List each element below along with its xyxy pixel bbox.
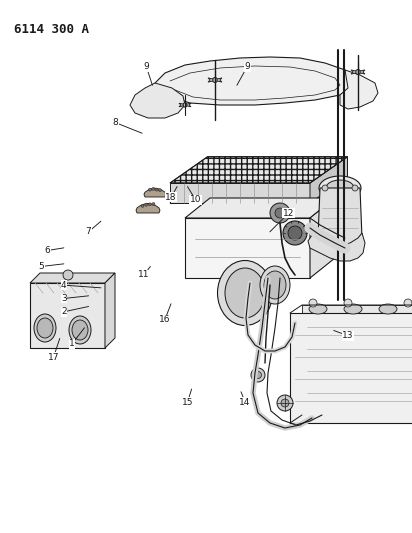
Circle shape	[344, 299, 352, 307]
Circle shape	[148, 204, 151, 207]
Text: 2: 2	[61, 308, 67, 316]
Ellipse shape	[225, 268, 265, 318]
Circle shape	[404, 299, 412, 307]
Polygon shape	[340, 70, 378, 109]
Text: 10: 10	[190, 196, 201, 204]
Text: 13: 13	[342, 332, 354, 340]
Polygon shape	[208, 78, 213, 82]
Polygon shape	[155, 57, 355, 105]
Circle shape	[159, 189, 162, 192]
Ellipse shape	[260, 266, 290, 304]
Polygon shape	[179, 103, 183, 107]
Circle shape	[283, 221, 307, 245]
Circle shape	[251, 368, 265, 382]
Polygon shape	[308, 233, 365, 261]
Polygon shape	[30, 283, 105, 348]
Circle shape	[141, 204, 144, 206]
Ellipse shape	[379, 304, 397, 314]
Circle shape	[275, 208, 285, 218]
Circle shape	[288, 226, 302, 240]
Ellipse shape	[326, 180, 354, 196]
Text: 3: 3	[61, 294, 67, 303]
Circle shape	[255, 372, 262, 378]
Polygon shape	[170, 183, 310, 203]
Text: 17: 17	[48, 353, 59, 361]
Ellipse shape	[69, 316, 91, 344]
Polygon shape	[130, 83, 185, 118]
Ellipse shape	[309, 304, 327, 314]
Text: 18: 18	[165, 193, 177, 201]
Circle shape	[213, 77, 218, 83]
Polygon shape	[105, 273, 115, 348]
Polygon shape	[136, 204, 160, 213]
Polygon shape	[217, 78, 222, 82]
Polygon shape	[318, 188, 362, 248]
Polygon shape	[360, 70, 365, 74]
Text: 7: 7	[86, 228, 91, 236]
Polygon shape	[310, 198, 335, 278]
Ellipse shape	[72, 320, 88, 340]
Ellipse shape	[37, 318, 53, 338]
Circle shape	[352, 185, 358, 191]
Polygon shape	[302, 305, 412, 415]
Polygon shape	[290, 313, 412, 423]
Circle shape	[152, 187, 155, 190]
Circle shape	[155, 188, 158, 191]
Circle shape	[356, 69, 360, 75]
Polygon shape	[170, 157, 347, 183]
Text: 6: 6	[44, 246, 50, 255]
Ellipse shape	[344, 304, 362, 314]
Circle shape	[322, 185, 328, 191]
Circle shape	[183, 103, 187, 107]
Ellipse shape	[319, 176, 361, 200]
Polygon shape	[30, 273, 115, 283]
Circle shape	[63, 270, 73, 280]
Circle shape	[148, 188, 152, 190]
Circle shape	[277, 395, 293, 411]
Circle shape	[145, 203, 147, 206]
Text: 6114 300 A: 6114 300 A	[14, 23, 89, 36]
Text: 12: 12	[283, 209, 294, 217]
Polygon shape	[170, 177, 347, 203]
Polygon shape	[144, 188, 166, 197]
Ellipse shape	[218, 261, 272, 326]
Ellipse shape	[34, 314, 56, 342]
Text: 9: 9	[143, 62, 149, 71]
Circle shape	[152, 203, 155, 206]
Text: 11: 11	[138, 270, 150, 279]
Circle shape	[270, 203, 290, 223]
Text: 16: 16	[159, 316, 171, 324]
Text: 15: 15	[182, 398, 193, 407]
Text: 1: 1	[69, 340, 75, 348]
Ellipse shape	[264, 271, 286, 299]
Polygon shape	[187, 103, 191, 107]
Polygon shape	[185, 218, 310, 278]
Text: 14: 14	[239, 398, 251, 407]
Circle shape	[309, 299, 317, 307]
Text: 5: 5	[38, 262, 44, 271]
Polygon shape	[185, 198, 335, 218]
Text: 9: 9	[244, 62, 250, 71]
Text: 8: 8	[112, 118, 118, 127]
Text: 4: 4	[61, 281, 67, 289]
Polygon shape	[310, 157, 347, 203]
Circle shape	[281, 399, 289, 407]
Polygon shape	[351, 70, 356, 74]
